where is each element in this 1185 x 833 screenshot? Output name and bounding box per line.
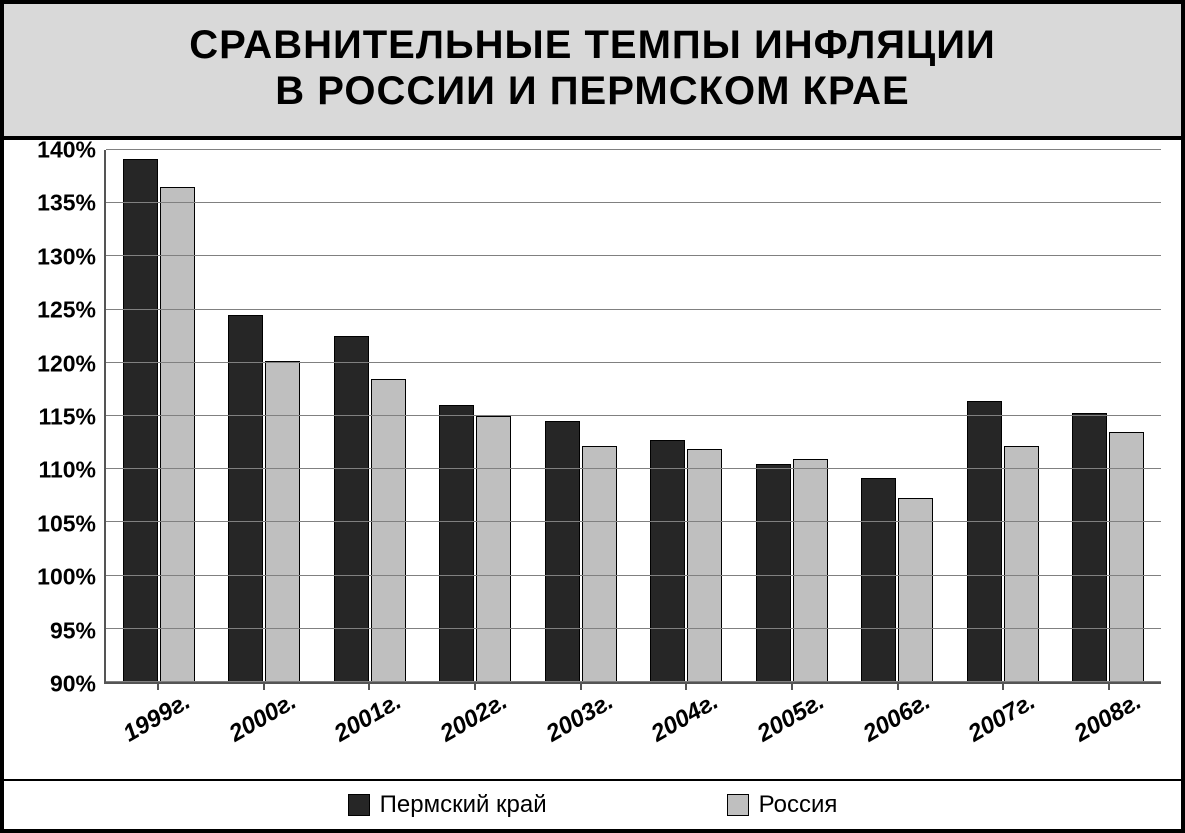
x-label-cell: 2003г. [527, 684, 633, 779]
bar-russia [160, 187, 195, 682]
bar-perm [334, 336, 369, 682]
x-label: 2001г. [330, 688, 407, 749]
x-label-cell: 2006г. [844, 684, 950, 779]
x-label: 2000г. [224, 688, 301, 749]
x-tick [897, 682, 899, 690]
x-label-cell: 2004г. [633, 684, 739, 779]
y-tick-label: 115% [38, 404, 96, 431]
bar-perm [650, 440, 685, 682]
y-tick-label: 140% [37, 137, 96, 164]
legend-swatch [348, 794, 370, 816]
bar-russia [371, 379, 406, 682]
y-tick-label: 110% [38, 457, 96, 484]
gridline [106, 521, 1161, 522]
x-label-cell: 2007г. [950, 684, 1056, 779]
x-label: 2007г. [964, 688, 1041, 749]
y-tick-label: 130% [37, 243, 96, 270]
x-tick [157, 682, 159, 690]
bar-perm [756, 464, 791, 682]
legend: Пермский край Россия [4, 779, 1181, 829]
gridline [106, 415, 1161, 416]
x-labels-row: 1999г. 2000г. 2001г. 2002г. 2003г. 2004г. 2005… [4, 684, 1181, 779]
bar-russia [687, 449, 722, 682]
x-tick [263, 682, 265, 690]
legend-label: Россия [759, 791, 838, 819]
gridline [106, 468, 1161, 469]
bar-russia [582, 446, 617, 682]
gridline [106, 362, 1161, 363]
x-label: 2003г. [541, 688, 618, 749]
bar-russia [898, 498, 933, 682]
bar-perm [439, 405, 474, 682]
x-label: 1999г. [118, 688, 195, 749]
bar-perm [123, 159, 158, 682]
gridline [106, 202, 1161, 203]
legend-label: Пермский край [380, 791, 547, 819]
plot-body: 90%95%100%105%110%115%120%125%130%135%14… [4, 140, 1181, 684]
legend-item: Пермский край [348, 791, 547, 819]
bars-layer [106, 150, 1161, 682]
bar-russia [476, 416, 511, 682]
bar-russia [793, 459, 828, 682]
gridline [106, 628, 1161, 629]
y-tick-label: 105% [37, 510, 96, 537]
gridline [106, 149, 1161, 150]
y-tick-label: 120% [37, 350, 96, 377]
x-label: 2004г. [647, 688, 724, 749]
chart-title-line1: СРАВНИТЕЛЬНЫЕ ТЕМПЫ ИНФЛЯЦИИ [14, 22, 1171, 68]
x-label-cell: 2000г. [210, 684, 316, 779]
legend-item: Россия [727, 791, 838, 819]
x-label-cell: 2005г. [738, 684, 844, 779]
plot-wrap: 90% 95% 100% 105% 110% 115% 120% 125% 130% 135% 14… [4, 140, 1181, 829]
chart-title-line2: В РОССИИ И ПЕРМСКОМ КРАЕ [14, 68, 1171, 114]
y-axis: 90%95%100%105%110%115%120%125%130%135%14… [4, 150, 104, 684]
chart-container: СРАВНИТЕЛЬНЫЕ ТЕМПЫ ИНФЛЯЦИИ В РОССИИ И … [0, 0, 1185, 833]
x-tick [791, 682, 793, 690]
y-tick-label: 100% [37, 564, 96, 591]
x-tick [1002, 682, 1004, 690]
bar-perm [967, 401, 1002, 682]
bar-perm [545, 421, 580, 682]
bar-russia [1004, 446, 1039, 682]
x-tick [580, 682, 582, 690]
x-tick [685, 682, 687, 690]
gridline [106, 575, 1161, 576]
y-tick-label: 135% [37, 190, 96, 217]
x-label: 2006г. [858, 688, 935, 749]
gridline [106, 309, 1161, 310]
x-label: 2008г. [1070, 688, 1147, 749]
bar-perm [861, 478, 896, 682]
bar-perm [1072, 413, 1107, 682]
x-label-cell: 2001г. [315, 684, 421, 779]
x-label-cell: 1999г. [104, 684, 210, 779]
gridline [106, 255, 1161, 256]
x-tick [1108, 682, 1110, 690]
x-tick [474, 682, 476, 690]
legend-swatch [727, 794, 749, 816]
y-tick-label: 90% [50, 671, 96, 698]
x-label: 2002г. [436, 688, 513, 749]
x-label-cell: 2008г. [1055, 684, 1161, 779]
bar-russia [1109, 432, 1144, 682]
x-label: 2005г. [753, 688, 830, 749]
chart-title-box: СРАВНИТЕЛЬНЫЕ ТЕМПЫ ИНФЛЯЦИИ В РОССИИ И … [4, 4, 1181, 140]
x-tick [368, 682, 370, 690]
y-tick-label: 95% [50, 617, 96, 644]
y-tick-label: 125% [37, 297, 96, 324]
plot-area [104, 150, 1161, 684]
x-label-cell: 2002г. [421, 684, 527, 779]
